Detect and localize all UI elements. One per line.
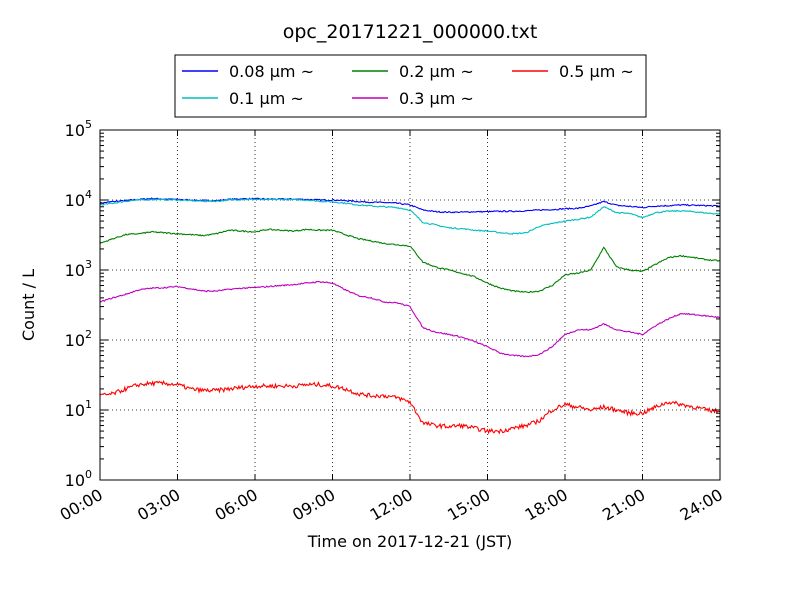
legend-box: [174, 54, 647, 118]
y-tick-label: 101: [65, 398, 92, 420]
y-tick-label: 105: [65, 118, 92, 140]
y-tick-label: 102: [65, 328, 92, 350]
legend: 0.08 μm ~ 0.1 μm ~ 0.2 μm ~ 0.3 μm ~ 0.5 μm …: [174, 54, 647, 118]
chart-title: opc_20171221_000000.txt: [283, 21, 538, 43]
y-tick-label: 103: [65, 258, 92, 280]
series-line-2: [99, 198, 721, 235]
series-layer: [99, 197, 721, 435]
series-line-4: [99, 281, 720, 358]
legend-label: 0.08 μm ~: [229, 62, 314, 81]
legend-label: 0.2 μm ~: [399, 62, 474, 81]
series-line-3: [99, 228, 721, 294]
y-tick-label: 100: [65, 468, 92, 490]
axis-ticks: [99, 129, 721, 481]
x-axis-label: Time on 2017-12-21 (JST): [307, 532, 512, 551]
series-line-1: [99, 197, 721, 214]
y-axis-label: Count / L: [19, 269, 38, 341]
legend-label: 0.3 μm ~: [399, 89, 474, 108]
y-tick-labels: 100 101 102 103 104 105: [65, 118, 92, 490]
legend-label: 0.5 μm ~: [559, 62, 634, 81]
y-tick-label: 104: [65, 188, 92, 210]
series-line-5: [99, 379, 721, 435]
legend-label: 0.1 μm ~: [229, 89, 304, 108]
grid: [100, 130, 720, 480]
